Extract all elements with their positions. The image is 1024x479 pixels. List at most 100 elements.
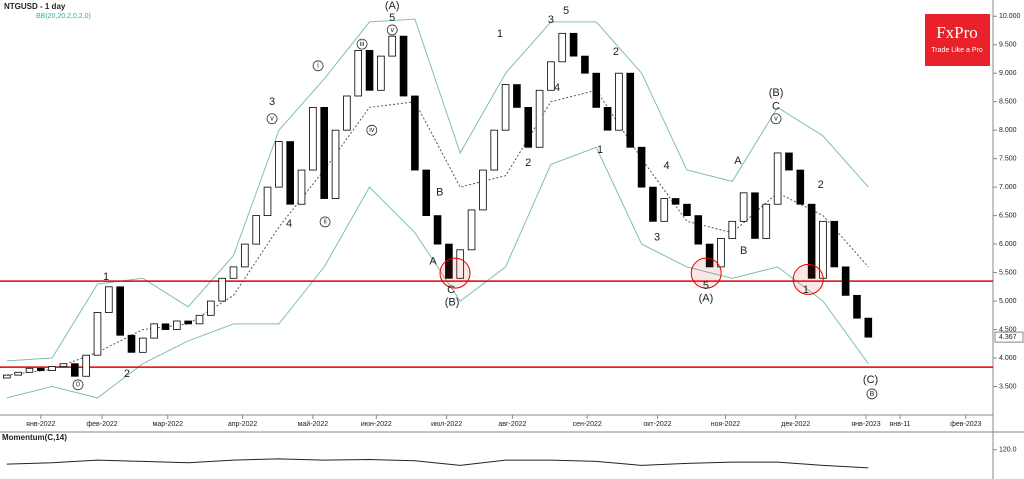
candle bbox=[343, 95, 351, 131]
wave-label: (A) bbox=[699, 293, 714, 305]
candle bbox=[105, 286, 113, 313]
candle bbox=[127, 334, 136, 353]
wave-label: (C) bbox=[863, 374, 878, 386]
wave-label: iii bbox=[360, 41, 365, 48]
y-tick-label: 9.000 bbox=[999, 70, 1017, 77]
logo-name: FxPro bbox=[936, 23, 978, 42]
wave-label: C bbox=[447, 284, 455, 296]
wave-label: iv bbox=[369, 127, 375, 134]
candle bbox=[467, 209, 476, 251]
y-tick-label: 6.500 bbox=[999, 212, 1017, 219]
wave-label: 3 bbox=[269, 96, 275, 108]
highlight-circle bbox=[690, 257, 722, 289]
candle bbox=[524, 106, 533, 148]
candle bbox=[275, 141, 283, 188]
wave-label: 1 bbox=[497, 28, 503, 40]
band-lower bbox=[6, 146, 869, 399]
candle bbox=[547, 61, 555, 91]
candle bbox=[139, 337, 147, 353]
candle bbox=[490, 129, 499, 171]
y-tick-label: 9.500 bbox=[999, 42, 1017, 49]
candle bbox=[184, 320, 192, 325]
wave-label: i bbox=[317, 63, 319, 70]
wave-label: A bbox=[734, 155, 742, 167]
candle bbox=[626, 72, 635, 148]
candle bbox=[195, 314, 204, 325]
wave-circle bbox=[386, 24, 398, 36]
candle bbox=[796, 169, 805, 205]
candle bbox=[433, 215, 442, 245]
candle bbox=[3, 374, 11, 379]
y-tick-label: 3.500 bbox=[999, 383, 1017, 390]
wave-label: 0 bbox=[76, 382, 80, 389]
candle bbox=[717, 238, 725, 268]
candle bbox=[297, 169, 306, 205]
wave-label: v bbox=[270, 116, 274, 123]
candle bbox=[762, 203, 771, 239]
candle bbox=[263, 186, 272, 217]
wave-label: C bbox=[772, 101, 780, 113]
candle bbox=[660, 198, 669, 222]
x-tick-label: окт-2022 bbox=[643, 421, 671, 428]
wave-label: (B) bbox=[445, 297, 460, 309]
x-tick-label: июн-2022 bbox=[361, 421, 392, 428]
y-tick-label: 5.500 bbox=[999, 269, 1017, 276]
y-tick-label: 7.500 bbox=[999, 155, 1017, 162]
candle bbox=[751, 192, 759, 239]
candle bbox=[229, 266, 238, 279]
wave-circle bbox=[266, 113, 278, 125]
wave-circle bbox=[356, 38, 368, 50]
momentum-tick-label: 120.0 bbox=[999, 447, 1017, 454]
wave-label: 3 bbox=[654, 232, 660, 244]
candle bbox=[785, 152, 793, 171]
candle bbox=[48, 366, 56, 371]
highlight-circle bbox=[439, 257, 471, 289]
wave-label: v bbox=[390, 27, 394, 34]
x-tick-label: янв-2023 bbox=[851, 421, 880, 428]
candle bbox=[603, 106, 612, 131]
candle bbox=[320, 106, 328, 199]
logo-tagline: Trade Like a Pro bbox=[931, 47, 983, 54]
candle bbox=[569, 32, 578, 57]
candle bbox=[592, 72, 601, 108]
wave-circle bbox=[319, 216, 331, 228]
candle bbox=[252, 215, 260, 245]
candle bbox=[841, 266, 850, 296]
candle bbox=[241, 243, 249, 268]
wave-label: 3 bbox=[548, 14, 554, 26]
candle bbox=[286, 141, 294, 205]
wave-label: 2 bbox=[818, 179, 824, 191]
x-tick-label: ноя-2022 bbox=[711, 421, 741, 428]
wave-label: B bbox=[436, 187, 443, 199]
wave-label: A bbox=[429, 256, 437, 268]
candle bbox=[354, 50, 363, 97]
last-price-box bbox=[994, 331, 1024, 343]
wave-circle bbox=[72, 379, 84, 391]
wave-label: 2 bbox=[124, 368, 130, 380]
wave-label: 2 bbox=[613, 46, 619, 58]
x-tick-label: июл-2022 bbox=[431, 421, 462, 428]
x-tick-label: май-2022 bbox=[298, 420, 329, 428]
candle bbox=[830, 220, 839, 268]
candle bbox=[59, 363, 68, 367]
candle bbox=[377, 55, 385, 91]
wave-label: 4 bbox=[554, 82, 560, 94]
wave-label: ii bbox=[324, 219, 328, 226]
candle bbox=[150, 323, 158, 339]
candle bbox=[207, 300, 215, 316]
wave-label: 1 bbox=[103, 271, 109, 283]
y-tick-label: 8.500 bbox=[999, 99, 1017, 106]
candle bbox=[513, 84, 521, 108]
chart-title: NTGUSD - 1 day bbox=[4, 2, 66, 11]
candle bbox=[819, 220, 827, 279]
wave-circle bbox=[866, 388, 878, 400]
wave-label: 1 bbox=[803, 284, 809, 296]
x-tick-label: фев-2023 bbox=[950, 421, 981, 428]
wave-circle bbox=[366, 124, 378, 136]
y-tick-label: 10.000 bbox=[999, 13, 1021, 20]
candle bbox=[535, 89, 544, 148]
momentum-title: Momentum(C,14) bbox=[2, 433, 67, 442]
candle bbox=[649, 186, 657, 222]
